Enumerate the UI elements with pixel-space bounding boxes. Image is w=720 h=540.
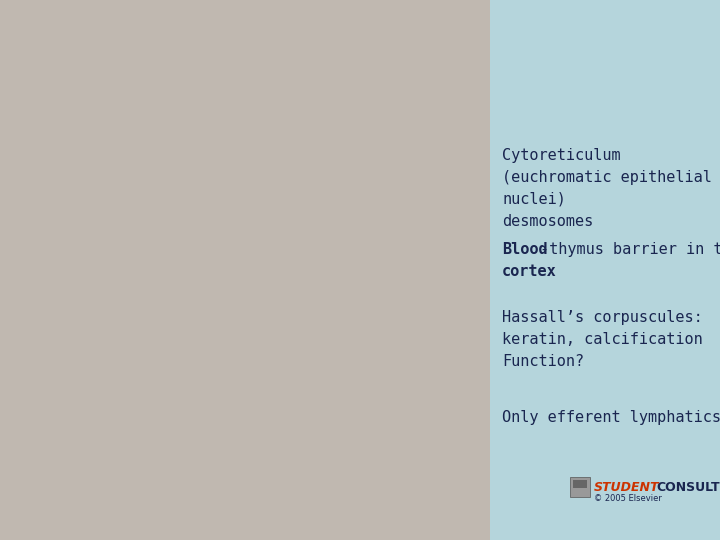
Bar xyxy=(570,477,590,497)
Text: (euchromatic epithelial: (euchromatic epithelial xyxy=(502,170,712,185)
Text: Blood: Blood xyxy=(502,242,548,257)
Text: nuclei): nuclei) xyxy=(502,192,566,207)
Bar xyxy=(490,0,720,540)
Text: keratin, calcification: keratin, calcification xyxy=(502,332,703,347)
Text: © 2005 Elsevier: © 2005 Elsevier xyxy=(594,494,662,503)
Text: CONSULT: CONSULT xyxy=(656,481,719,494)
Text: cortex: cortex xyxy=(502,264,557,279)
Text: Only efferent lymphatics: Only efferent lymphatics xyxy=(502,410,720,425)
Text: Hassall’s corpuscules:: Hassall’s corpuscules: xyxy=(502,310,703,325)
Text: Function?: Function? xyxy=(502,354,584,369)
Bar xyxy=(573,480,587,488)
Bar xyxy=(0,0,490,540)
Text: STUDENT: STUDENT xyxy=(594,481,660,494)
Text: desmosomes: desmosomes xyxy=(502,214,593,229)
Text: Cytoreticulum: Cytoreticulum xyxy=(502,148,621,163)
Text: -thymus barrier in the: -thymus barrier in the xyxy=(540,242,720,257)
